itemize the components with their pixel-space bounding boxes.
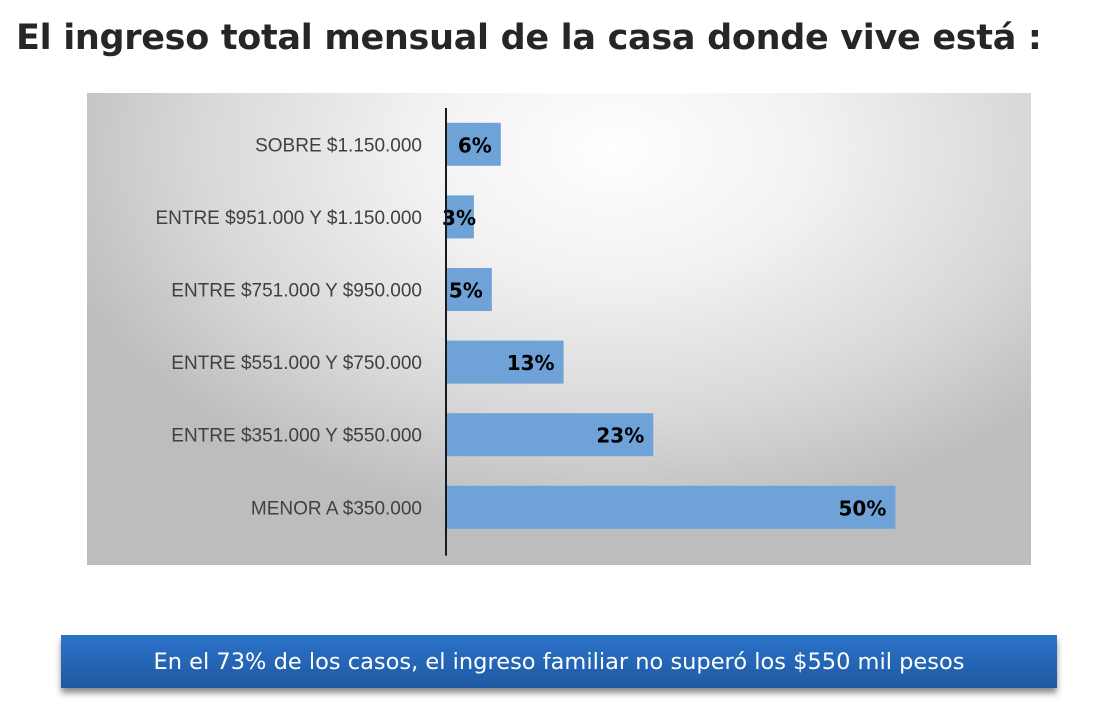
bar	[447, 340, 564, 384]
value-label: 3%	[442, 206, 476, 230]
value-label: 13%	[507, 351, 555, 375]
bars-layer: MENOR A $350.000 50% ENTRE $351.000 Y $550…	[155, 122, 896, 529]
category-label: ENTRE $551.000 Y $750.000	[171, 353, 422, 374]
summary-banner: En el 73% de los casos, el ingreso famil…	[61, 635, 1057, 688]
category-label: SOBRE $1.150.000	[255, 135, 422, 156]
value-label: 6%	[458, 133, 492, 157]
category-label: ENTRE $351.000 Y $550.000	[171, 426, 422, 447]
bar	[447, 485, 896, 529]
value-label: 5%	[449, 279, 483, 303]
bar	[447, 413, 654, 457]
summary-banner-text: En el 73% de los casos, el ingreso famil…	[153, 648, 965, 675]
category-label: ENTRE $951.000 Y $1.150.000	[155, 208, 422, 229]
bar	[447, 195, 474, 239]
category-label: ENTRE $751.000 Y $950.000	[171, 281, 422, 302]
bar-chart: MENOR A $350.000 50% ENTRE $351.000 Y $550…	[87, 93, 1031, 565]
bar	[447, 268, 492, 311]
bar	[447, 122, 501, 166]
chart-svg: MENOR A $350.000 50% ENTRE $351.000 Y $550…	[155, 108, 896, 556]
value-label: 50%	[839, 496, 887, 520]
value-label: 23%	[596, 424, 644, 448]
category-label: MENOR A $350.000	[251, 498, 422, 519]
page-title: El ingreso total mensual de la casa dond…	[16, 18, 1042, 58]
